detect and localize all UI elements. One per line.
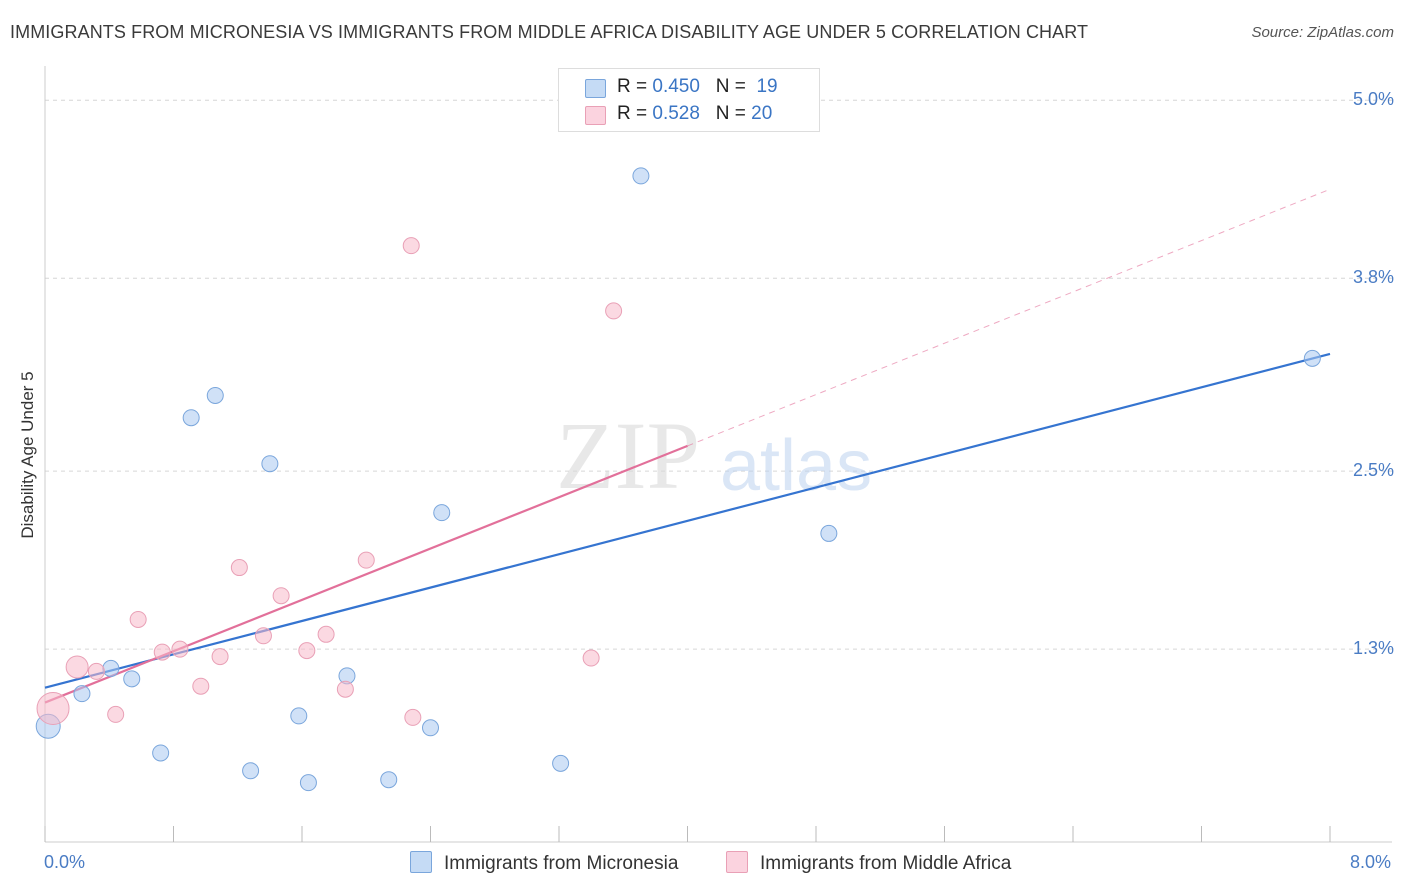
y-axis-label: Disability Age Under 5 (18, 371, 37, 539)
point-series-0-9 (290, 707, 308, 725)
point-series-0-15 (552, 754, 570, 772)
point-series-1-19 (605, 302, 623, 320)
x-tick-label-min: 0.0% (44, 852, 86, 872)
point-series-1-12 (298, 642, 316, 660)
n-value: 19 (756, 76, 778, 97)
r-value: 0.528 (652, 103, 700, 124)
x-tick-label-max: 8.0% (1350, 852, 1392, 872)
point-series-1-0 (36, 691, 70, 725)
point-series-0-1 (73, 685, 91, 703)
y-tick-label-0: 1.3% (1352, 638, 1394, 659)
point-series-0-2 (102, 659, 120, 677)
source-label: Source: ZipAtlas.com (1251, 24, 1394, 41)
point-series-1-6 (171, 640, 189, 658)
trend-line-series-1 (44, 444, 688, 704)
y-tick-label-3: 5.0% (1352, 89, 1394, 110)
point-series-0-4 (152, 744, 170, 762)
point-series-0-17 (820, 524, 838, 542)
point-series-1-18 (582, 649, 600, 667)
point-series-1-1 (65, 655, 89, 679)
legend-item-middle-africa[interactable]: Immigrants from Middle Africa (726, 851, 1011, 875)
point-series-0-10 (299, 774, 317, 792)
chart-title: IMMIGRANTS FROM MICRONESIA VS IMMIGRANTS… (10, 22, 1089, 42)
point-series-1-10 (254, 627, 272, 645)
point-series-0-13 (422, 719, 439, 737)
point-series-1-13 (317, 625, 335, 643)
legend-label-micronesia: Immigrants from Micronesia (444, 853, 679, 874)
point-series-0-12 (380, 771, 398, 789)
watermark-atlas: atlas (720, 426, 872, 506)
y-tick-label-1: 2.5% (1352, 460, 1394, 481)
point-series-1-15 (357, 551, 375, 569)
trend-extension-series-1 (687, 188, 1331, 447)
point-series-1-16 (404, 708, 422, 726)
point-series-0-18 (1303, 349, 1321, 367)
point-series-1-8 (211, 648, 229, 666)
point-series-0-16 (632, 167, 650, 185)
trend-lines (44, 188, 1331, 704)
r-label: R = (617, 103, 648, 124)
point-series-0-6 (206, 386, 224, 404)
axes (44, 66, 1392, 843)
point-series-1-11 (272, 587, 290, 605)
point-series-0-7 (242, 762, 260, 780)
swatch-micronesia (585, 79, 606, 98)
point-series-1-7 (192, 677, 210, 695)
legend-label-middle-africa: Immigrants from Middle Africa (760, 853, 1012, 874)
point-series-1-9 (230, 559, 248, 577)
swatch-middle-africa (585, 106, 606, 125)
data-points (35, 167, 1321, 792)
legend-item-micronesia[interactable]: Immigrants from Micronesia (410, 851, 678, 875)
legend-swatch-micronesia (410, 851, 432, 873)
point-series-0-8 (261, 455, 279, 473)
correlation-box: R = 0.450 N = 19 R = 0.528 N = 20 (558, 68, 820, 132)
watermark-zip: ZIP (556, 402, 700, 509)
point-series-1-4 (129, 610, 147, 628)
n-value: 20 (751, 103, 773, 124)
point-series-0-5 (182, 409, 200, 427)
point-series-0-14 (433, 504, 451, 522)
r-value: 0.450 (652, 76, 700, 97)
watermark: ZIP atlas (556, 402, 872, 509)
n-label: N = (715, 103, 746, 124)
point-series-1-14 (336, 680, 354, 698)
point-series-1-3 (107, 705, 125, 723)
point-series-0-3 (123, 670, 141, 688)
n-label: N = (715, 76, 746, 97)
legend-swatch-middle-africa (726, 851, 748, 873)
point-series-1-2 (87, 662, 105, 680)
y-tick-label-2: 3.8% (1352, 267, 1394, 288)
point-series-1-5 (153, 643, 171, 661)
r-label: R = (617, 76, 648, 97)
point-series-1-17 (402, 237, 420, 255)
